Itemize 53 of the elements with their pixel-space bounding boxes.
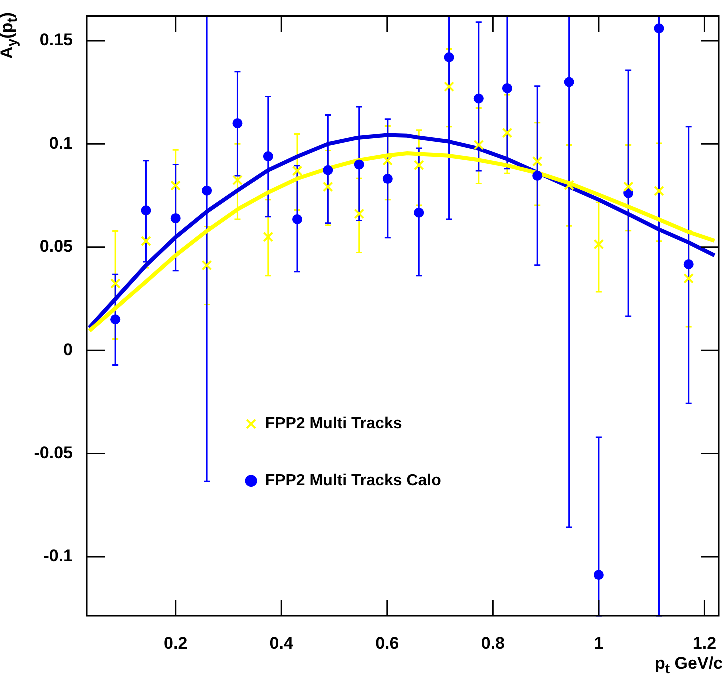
- y-tick-label: 0.15: [40, 30, 73, 50]
- point: [564, 77, 574, 88]
- point: [263, 232, 274, 242]
- point: [323, 165, 334, 176]
- point: [474, 94, 484, 104]
- point: [354, 160, 364, 170]
- y-tick-label: 0.05: [40, 237, 73, 256]
- point: [110, 314, 121, 325]
- point: [684, 260, 694, 270]
- point: [110, 278, 121, 289]
- point: [502, 83, 512, 94]
- x-tick-label: 1: [594, 634, 604, 653]
- point: [263, 152, 274, 162]
- x-tick-label: 0.8: [481, 634, 505, 653]
- y-tick-label: 0: [64, 340, 73, 360]
- point: [414, 208, 424, 218]
- point: [623, 182, 634, 192]
- point: [594, 239, 604, 250]
- point: [444, 82, 455, 92]
- point: [382, 174, 393, 184]
- point: [170, 213, 181, 224]
- point: [444, 52, 454, 62]
- point: [354, 208, 365, 220]
- point: [141, 206, 152, 216]
- point: [414, 160, 424, 171]
- point: [170, 180, 182, 192]
- point: [202, 186, 212, 196]
- point: [654, 186, 664, 196]
- y-tick-label: 0.1: [49, 134, 73, 153]
- point: [594, 570, 604, 580]
- y-tick-label: -0.05: [34, 443, 73, 462]
- x-tick-label: 0.2: [164, 634, 188, 653]
- point: [532, 170, 543, 181]
- x-axis-title: p$_{t}$ GeV/c: [654, 654, 723, 678]
- point: [654, 24, 664, 34]
- x-tick-label: 0.6: [376, 634, 400, 653]
- point: [232, 118, 243, 129]
- y-tick-label: -0.1: [44, 546, 73, 566]
- point: [502, 128, 513, 138]
- point: [322, 182, 334, 192]
- point: [140, 236, 152, 247]
- point: [474, 140, 484, 150]
- point: [564, 180, 575, 191]
- point: [232, 175, 243, 186]
- legend-label: FPP2 Multi Tracks Calo: [265, 472, 442, 490]
- point: [292, 214, 302, 225]
- legend-label: FPP2 Multi Tracks: [265, 415, 402, 432]
- x-tick-label: 0.4: [270, 634, 294, 653]
- point: [684, 273, 694, 284]
- point: [292, 166, 303, 176]
- point: [532, 156, 543, 167]
- point: [202, 260, 212, 271]
- x-tick-label: 1.2: [692, 634, 717, 653]
